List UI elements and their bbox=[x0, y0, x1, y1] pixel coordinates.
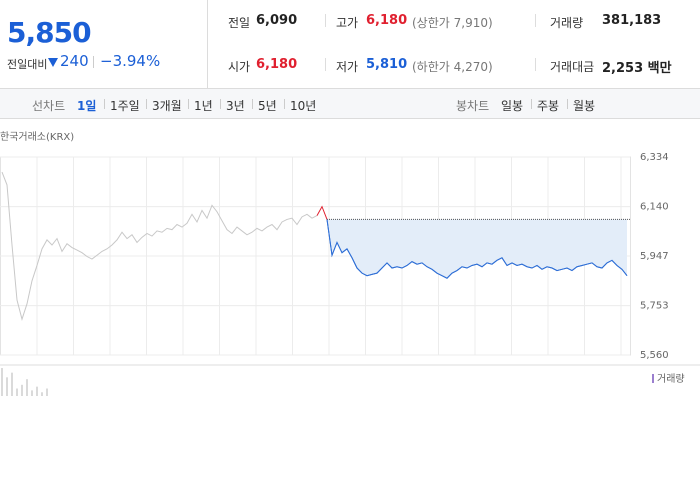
stat-label: 전일 bbox=[228, 16, 251, 30]
stat-value: 381,183 bbox=[602, 13, 662, 28]
stat-note: (하한가 4,270) bbox=[412, 60, 493, 74]
tab-separator bbox=[252, 99, 253, 109]
tab-separator bbox=[567, 99, 568, 109]
tab[interactable]: 10년 bbox=[290, 99, 317, 113]
chart: 한국거래소(KRX) 5,560 5,753 5,947 6,140 6,334 거래량 bbox=[0, 131, 700, 396]
legend-label: 거래량 bbox=[657, 373, 685, 385]
y-tick-label: 5,753 bbox=[640, 301, 669, 312]
volume-bar bbox=[46, 388, 48, 396]
tab-separator bbox=[220, 99, 221, 109]
stats: 전일 6,090 고가 6,180 (상한가 7,910) 거래량 381,183 시가 6,1… bbox=[208, 0, 700, 89]
source: 한국거래소(KRX) bbox=[0, 131, 74, 143]
volume-bar bbox=[1, 368, 3, 396]
tab[interactable]: 1년 bbox=[194, 99, 213, 113]
volume-bar bbox=[36, 386, 38, 396]
change: 240 bbox=[60, 52, 89, 70]
tab[interactable]: 3개월 bbox=[152, 99, 182, 113]
y-tick-label: 6,334 bbox=[640, 152, 669, 163]
tab[interactable]: 1일 bbox=[77, 99, 97, 113]
divider bbox=[325, 58, 326, 71]
tab-separator bbox=[104, 99, 105, 109]
tab-separator bbox=[531, 99, 532, 109]
tab[interactable]: 일봉 bbox=[501, 99, 524, 113]
down-arrow bbox=[48, 58, 58, 67]
tab[interactable]: 1주일 bbox=[110, 99, 140, 113]
divider bbox=[93, 56, 94, 68]
volume-bar bbox=[41, 392, 43, 396]
price-box: 5,850 전일대비 240 −3.94% bbox=[0, 0, 208, 89]
tab-separator bbox=[284, 99, 285, 109]
stat-value: 6,180 bbox=[256, 57, 298, 72]
stat-value: 6,180 bbox=[366, 13, 408, 28]
price: 5,850 bbox=[7, 16, 92, 49]
divider bbox=[535, 14, 536, 27]
volume-bar bbox=[26, 379, 28, 396]
price-line bbox=[326, 219, 628, 279]
stat-label: 고가 bbox=[336, 16, 359, 30]
tab-bar: 선차트 1일 1주일 3개월 1년 3년 5년 10년 봉차트 일봉 주봉 월봉 bbox=[0, 89, 700, 119]
tab-separator bbox=[146, 99, 147, 109]
tab-group-label: 선차트 bbox=[32, 99, 66, 113]
price-line bbox=[1, 171, 318, 321]
stat-note: (상한가 7,910) bbox=[412, 16, 493, 30]
y-tick-label: 6,140 bbox=[640, 202, 669, 213]
divider bbox=[325, 14, 326, 27]
volume-bar bbox=[16, 388, 18, 396]
change-label: 전일대비 bbox=[7, 58, 48, 71]
tab[interactable]: 5년 bbox=[258, 99, 277, 113]
volume-bar bbox=[11, 372, 13, 396]
tab-separator bbox=[188, 99, 189, 109]
y-tick-label: 5,947 bbox=[640, 251, 669, 262]
area bbox=[327, 219, 627, 279]
stat-label: 거래량 bbox=[550, 16, 584, 30]
volume-bar bbox=[6, 377, 8, 396]
stat-label: 거래대금 bbox=[550, 60, 595, 74]
tab[interactable]: 3년 bbox=[226, 99, 245, 113]
tab[interactable]: 주봉 bbox=[537, 99, 560, 113]
price-line bbox=[316, 205, 328, 220]
tab-group-label: 봉차트 bbox=[456, 99, 490, 113]
change-pct: −3.94% bbox=[100, 52, 161, 70]
y-tick-label: 5,560 bbox=[640, 350, 669, 361]
tab[interactable]: 월봉 bbox=[573, 99, 596, 113]
volume-bar bbox=[31, 390, 33, 396]
stat-value: 5,810 bbox=[366, 57, 408, 72]
stat-value: 2,253 백만 bbox=[602, 61, 672, 76]
stat-value: 6,090 bbox=[256, 13, 298, 28]
divider bbox=[535, 58, 536, 71]
volume-bar bbox=[21, 384, 23, 396]
legend-swatch bbox=[652, 374, 654, 383]
stat-label: 시가 bbox=[228, 60, 251, 74]
stat-label: 저가 bbox=[336, 60, 359, 74]
